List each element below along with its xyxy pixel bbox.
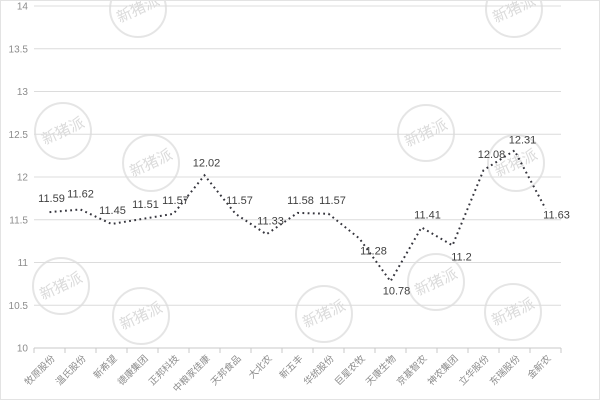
- x-axis-label: 新希望: [91, 353, 120, 382]
- y-axis-label: 14: [17, 2, 29, 13]
- x-axis-label: 天邦食品: [208, 353, 243, 388]
- watermark-text: 新猪派: [402, 116, 450, 150]
- x-axis-label: 大北农: [246, 352, 275, 381]
- y-axis-label: 13.5: [9, 44, 29, 55]
- watermark-text: 新猪派: [489, 295, 537, 329]
- data-label: 11.33: [257, 215, 284, 227]
- data-label: 11.57: [319, 195, 346, 207]
- watermark-stamp-circle: [485, 1, 543, 38]
- data-label: 11.28: [360, 246, 387, 258]
- data-label: 11.51: [132, 199, 159, 211]
- watermark-stamp-circle: [295, 285, 353, 343]
- x-axis-label: 牧原股份: [22, 352, 58, 388]
- watermark-text: 新猪派: [490, 1, 538, 27]
- data-label: 11.58: [287, 195, 314, 207]
- y-axis-label: 10: [17, 344, 29, 355]
- watermark-text: 新猪派: [412, 265, 460, 299]
- data-label: 11.2: [451, 251, 472, 263]
- y-axis-label: 12.5: [9, 130, 29, 141]
- watermark-stamp-circle: [122, 134, 180, 192]
- data-label: 11.57: [162, 195, 189, 207]
- x-axis-label: 东瑞股份: [487, 352, 523, 388]
- data-label: 11.62: [67, 188, 94, 200]
- data-label: 10.78: [383, 285, 411, 297]
- x-axis-label: 新五丰: [277, 353, 306, 382]
- x-axis-label: 神农集团: [425, 353, 460, 388]
- data-label: 11.41: [414, 209, 441, 221]
- x-axis-label: 温氏股份: [53, 352, 89, 388]
- watermark-text: 新猪派: [114, 1, 162, 27]
- watermark-text: 新猪派: [39, 114, 87, 148]
- watermark-text: 新猪派: [37, 269, 85, 303]
- watermark-stamp-circle: [484, 283, 542, 341]
- data-label: 12.02: [193, 157, 221, 169]
- watermark-stamp-circle: [112, 287, 170, 345]
- watermark-text: 新猪派: [127, 146, 175, 180]
- data-label: 11.59: [38, 193, 65, 205]
- watermark-stamp-circle: [407, 253, 465, 311]
- y-axis-label: 11: [18, 258, 29, 269]
- watermark-stamp-circle: [397, 104, 455, 162]
- data-label: 12.08: [478, 149, 506, 161]
- watermark-stamp-circle: [34, 102, 92, 160]
- series-line: [49, 149, 547, 284]
- watermark-stamp-circle: [32, 257, 90, 315]
- x-axis-label: 华统股份: [301, 352, 337, 388]
- x-axis-label: 巨星农牧: [332, 352, 368, 388]
- data-label: 12.31: [509, 134, 537, 146]
- data-label: 11.63: [543, 210, 570, 222]
- x-axis-label: 金新农: [525, 352, 554, 381]
- y-axis-label: 10.5: [9, 301, 29, 312]
- watermark-text: 新猪派: [300, 297, 348, 331]
- y-axis-label: 13: [17, 87, 29, 98]
- data-label: 11.57: [226, 195, 253, 207]
- data-label: 11.45: [99, 205, 126, 217]
- x-axis-label: 德康集团: [115, 353, 150, 388]
- y-axis-label: 12: [17, 173, 29, 184]
- x-axis-label: 天康生物: [363, 352, 399, 388]
- watermark-text: 新猪派: [117, 299, 165, 333]
- watermark-stamp-circle: [487, 134, 545, 192]
- y-axis-label: 11.5: [9, 215, 28, 226]
- x-axis-label: 立华股份: [456, 352, 492, 388]
- x-axis-label: 京基智农: [394, 352, 430, 388]
- watermark-stamp-circle: [109, 1, 167, 38]
